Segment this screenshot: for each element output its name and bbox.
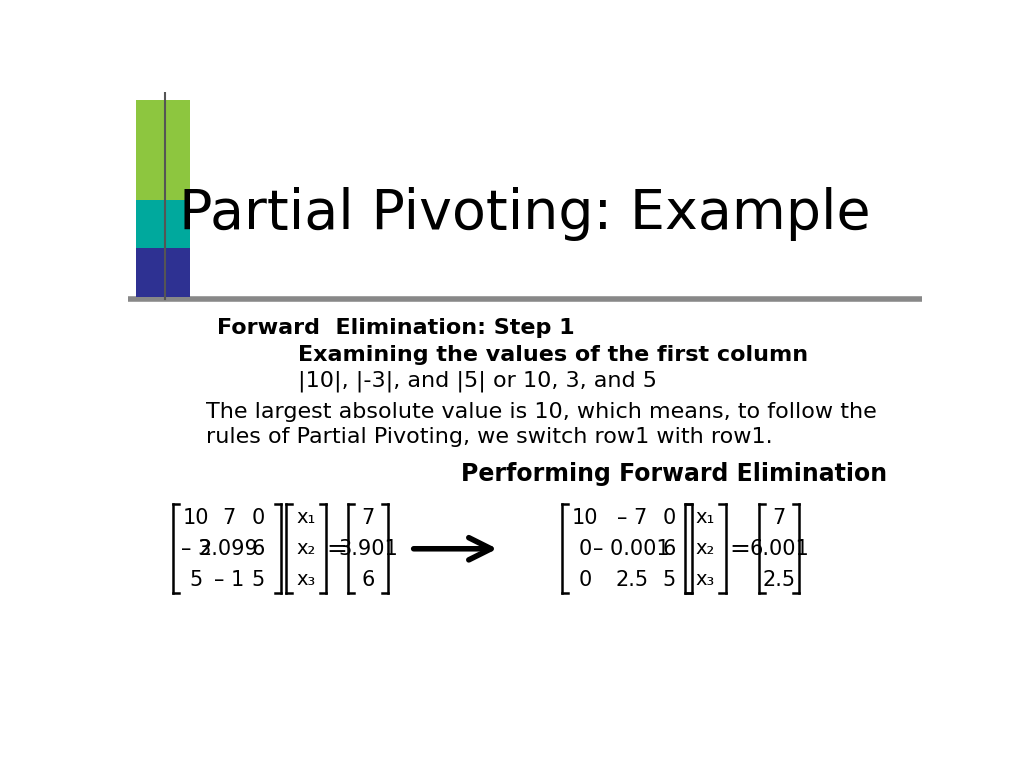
Text: Forward  Elimination: Step 1: Forward Elimination: Step 1 (217, 318, 574, 338)
Text: 3.901: 3.901 (338, 539, 398, 559)
Text: – 0.001: – 0.001 (594, 539, 670, 559)
Text: x₁: x₁ (297, 508, 316, 528)
Text: x₂: x₂ (695, 539, 715, 558)
Text: The largest absolute value is 10, which means, to follow the: The largest absolute value is 10, which … (206, 402, 877, 422)
Text: 7: 7 (772, 508, 785, 528)
Text: 0: 0 (663, 508, 676, 528)
Text: 0: 0 (579, 570, 592, 590)
Text: x₃: x₃ (695, 570, 715, 589)
Text: Performing Forward Elimination: Performing Forward Elimination (461, 462, 888, 486)
Text: 7: 7 (222, 508, 236, 528)
Text: 10: 10 (183, 508, 210, 528)
Text: 6: 6 (361, 570, 375, 590)
Text: 5: 5 (189, 570, 203, 590)
Text: x₁: x₁ (695, 508, 715, 528)
Bar (136, 100, 190, 200)
Text: 10: 10 (572, 508, 598, 528)
Text: – 3: – 3 (181, 539, 211, 559)
Text: 0: 0 (579, 539, 592, 559)
Text: 7: 7 (361, 508, 375, 528)
Text: x₂: x₂ (297, 539, 316, 558)
Text: 6: 6 (663, 539, 676, 559)
Text: 6: 6 (252, 539, 265, 559)
Text: Partial Pivoting: Example: Partial Pivoting: Example (179, 187, 870, 241)
Text: =: = (730, 537, 751, 561)
Text: x₃: x₃ (297, 570, 315, 589)
Text: 5: 5 (252, 570, 265, 590)
Bar (136, 200, 190, 249)
Text: 6.001: 6.001 (750, 539, 809, 559)
Text: 5: 5 (663, 570, 676, 590)
Text: 2.5: 2.5 (615, 570, 648, 590)
Text: Examining the values of the first column: Examining the values of the first column (299, 345, 809, 365)
Text: 2.099: 2.099 (199, 539, 259, 559)
Text: 2.5: 2.5 (763, 570, 796, 590)
Text: |10|, |-3|, and |5| or 10, 3, and 5: |10|, |-3|, and |5| or 10, 3, and 5 (299, 371, 657, 392)
Text: – 7: – 7 (616, 508, 647, 528)
Text: – 1: – 1 (214, 570, 244, 590)
Text: rules of Partial Pivoting, we switch row1 with row1.: rules of Partial Pivoting, we switch row… (206, 427, 772, 447)
Text: =: = (327, 537, 348, 561)
Bar (136, 249, 190, 297)
Text: 0: 0 (252, 508, 265, 528)
